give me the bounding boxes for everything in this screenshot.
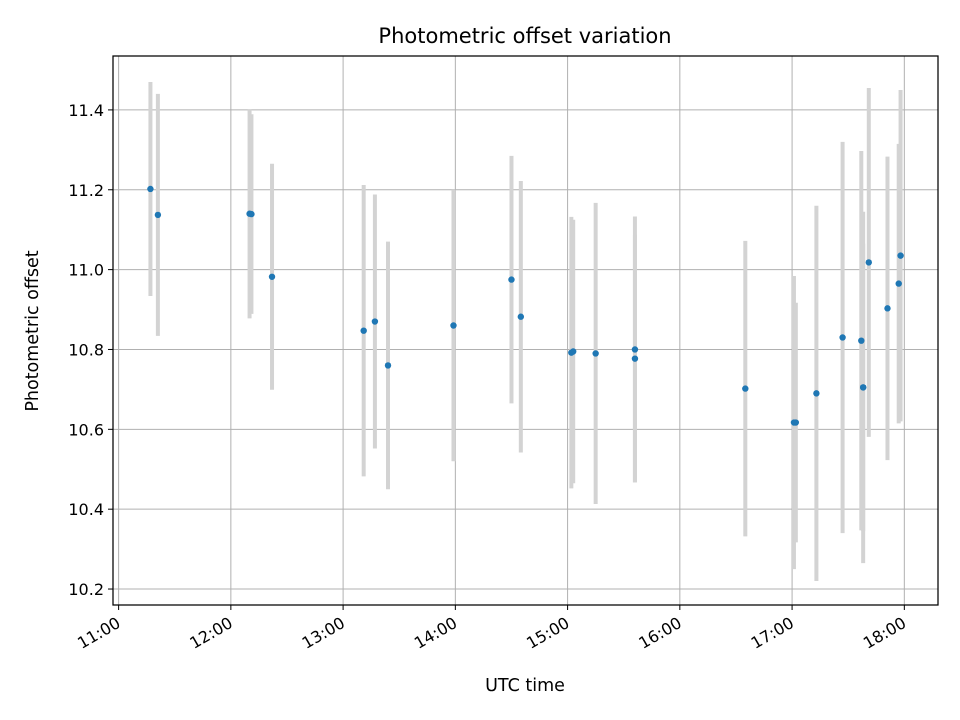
x-tick-label: 12:00 — [186, 613, 235, 653]
plot-frame — [112, 55, 939, 606]
x-tick-label: 14:00 — [411, 613, 460, 653]
chart-title: Photometric offset variation — [378, 24, 671, 48]
y-axis: 10.2 10.4 10.6 10.8 11.0 11.2 11.4 — [68, 101, 113, 599]
data-point — [865, 259, 872, 266]
y-tick-label: 10.8 — [68, 340, 104, 359]
data-point — [248, 210, 255, 218]
plot-area — [113, 56, 938, 605]
y-tick-label: 11.0 — [68, 261, 104, 280]
data-point — [384, 362, 392, 369]
grid — [113, 56, 938, 605]
data-point — [371, 318, 379, 325]
x-tick-label: 15:00 — [523, 613, 572, 653]
x-tick-label: 11:00 — [74, 613, 123, 653]
x-axis: 11:00 12:00 13:00 14:00 15:00 16:00 17:00 18:00 — [74, 605, 909, 653]
data-point — [631, 346, 639, 353]
data-point — [592, 350, 599, 357]
data-point — [147, 185, 154, 193]
y-tick-label: 11.2 — [68, 181, 104, 200]
data-point — [517, 313, 525, 320]
x-tick-label: 16:00 — [635, 613, 684, 653]
data-point — [792, 419, 800, 426]
data-point — [839, 334, 846, 341]
data-point — [858, 337, 865, 344]
y-tick-label: 10.4 — [68, 500, 104, 519]
data-point — [884, 305, 891, 312]
x-tick-label: 18:00 — [860, 613, 909, 653]
data-point — [742, 385, 749, 392]
data-point — [154, 211, 162, 219]
data-point — [570, 348, 577, 355]
x-axis-label: UTC time — [485, 676, 565, 696]
data-point — [897, 252, 904, 259]
data-point — [859, 384, 867, 391]
y-axis-label: Photometric offset — [23, 250, 43, 411]
data-point — [508, 276, 515, 283]
x-tick-label: 17:00 — [748, 613, 797, 653]
data-point — [813, 390, 820, 397]
data-points — [147, 185, 904, 426]
data-point — [268, 273, 276, 280]
data-point — [895, 280, 902, 287]
y-tick-label: 10.2 — [68, 580, 104, 599]
y-tick-label: 11.4 — [68, 101, 104, 120]
x-tick-label: 13:00 — [299, 613, 348, 653]
data-point — [450, 322, 457, 329]
y-tick-label: 10.6 — [68, 420, 104, 439]
data-point — [360, 327, 367, 334]
data-point — [631, 355, 639, 362]
